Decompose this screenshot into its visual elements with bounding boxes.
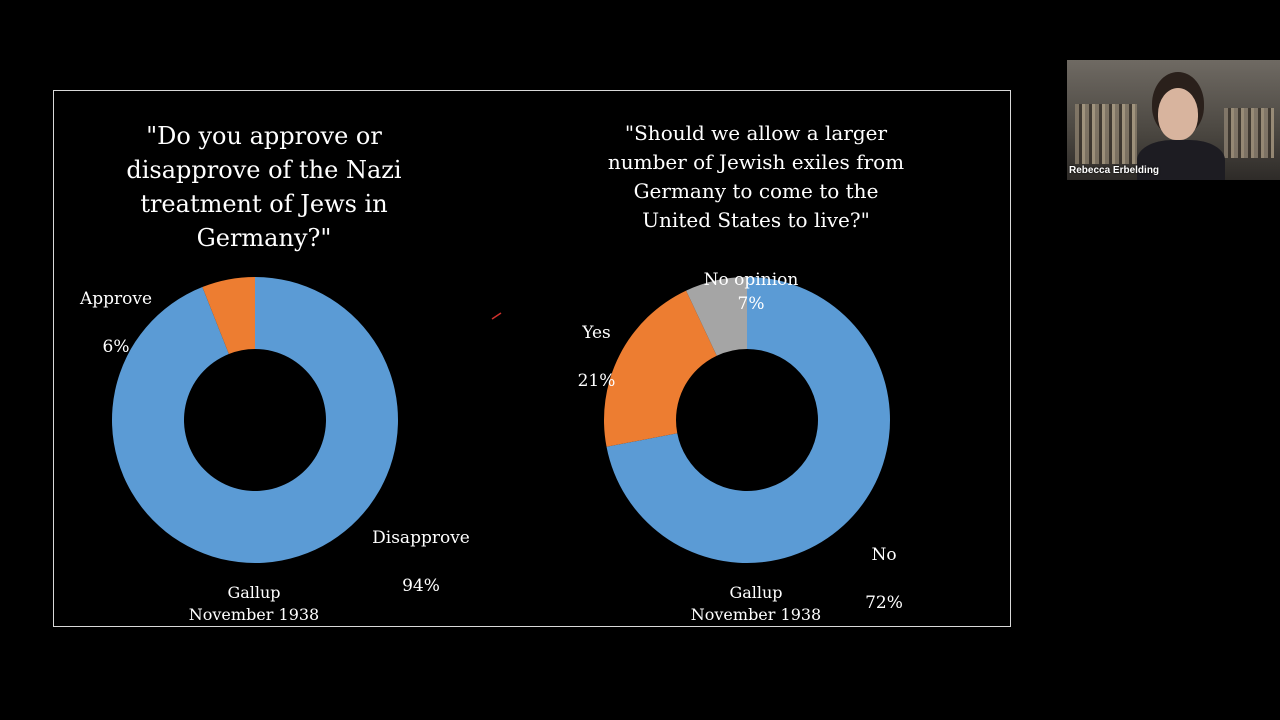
participant-video-tile[interactable]: Rebecca Erbelding xyxy=(1067,60,1280,180)
slice-label-no-opinion: No opinion 7% xyxy=(676,244,826,316)
presentation-slide: "Do you approve or disapprove of the Naz… xyxy=(53,90,1011,627)
donut-chart-approval xyxy=(112,277,399,563)
slice-label-disapprove: Disapprove 94% xyxy=(366,502,476,598)
slice-label-yes: Yes 21% xyxy=(569,297,624,393)
donut-slice-no xyxy=(606,277,890,563)
charts-canvas xyxy=(112,277,890,563)
donut-chart-refugees xyxy=(603,277,890,563)
slice-name: Yes xyxy=(582,323,611,343)
slice-name: Disapprove xyxy=(372,528,470,548)
slice-name: No xyxy=(871,545,897,565)
source-date: November 1938 xyxy=(188,605,320,624)
slice-value: 7% xyxy=(737,294,765,314)
bookshelf xyxy=(1224,108,1274,158)
slice-value: 94% xyxy=(402,576,440,596)
slice-label-no: No 72% xyxy=(854,519,914,615)
donut-slice-disapprove xyxy=(112,277,399,563)
source-name: Gallup xyxy=(227,583,281,602)
participant-head xyxy=(1158,88,1198,140)
chart-title-refugees: "Should we allow a larger number of Jewi… xyxy=(607,121,905,232)
donut-slice-no-opinion xyxy=(686,277,747,356)
slice-label-approve: Approve 6% xyxy=(76,263,156,359)
source-note-right: Gallup November 1938 xyxy=(656,582,856,626)
slice-name: No opinion xyxy=(703,270,799,290)
source-name: Gallup xyxy=(729,583,783,602)
participant-name: Rebecca Erbelding xyxy=(1069,165,1160,176)
participant-body xyxy=(1137,140,1225,180)
slice-value: 21% xyxy=(577,371,616,391)
source-note-left: Gallup November 1938 xyxy=(154,582,354,626)
bookshelf xyxy=(1075,104,1137,164)
donut-slice-yes xyxy=(603,290,717,447)
donut-slice-approve xyxy=(202,277,255,354)
slice-value: 6% xyxy=(102,337,130,357)
laser-pointer-mark xyxy=(491,312,502,320)
slice-value: 72% xyxy=(865,593,903,613)
slice-name: Approve xyxy=(79,289,153,309)
source-date: November 1938 xyxy=(690,605,822,624)
chart-title-approval: "Do you approve or disapprove of the Naz… xyxy=(126,122,402,252)
